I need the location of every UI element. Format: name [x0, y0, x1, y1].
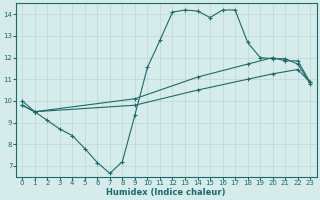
X-axis label: Humidex (Indice chaleur): Humidex (Indice chaleur) [107, 188, 226, 197]
